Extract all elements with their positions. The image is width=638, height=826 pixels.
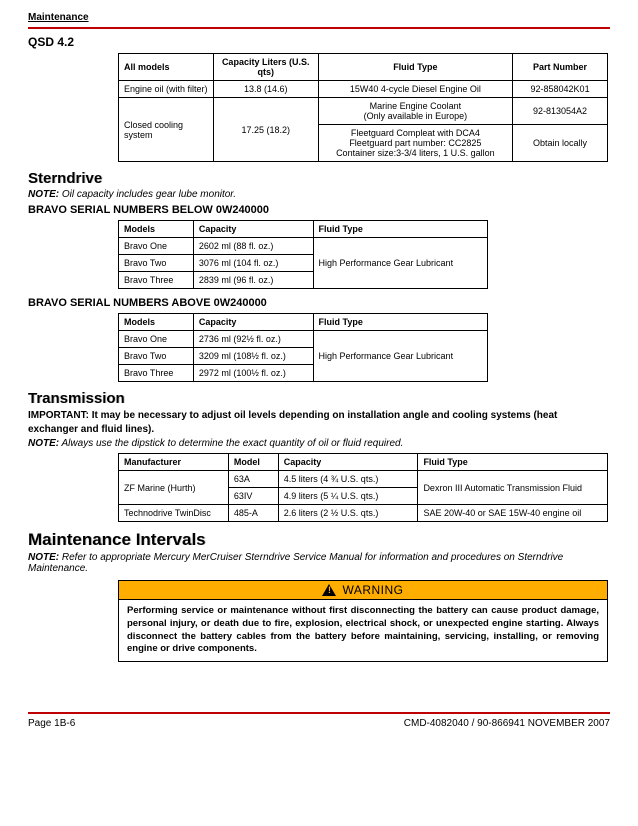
header-rule (28, 27, 610, 29)
table-row: Technodrive TwinDisc 485-A 2.6 liters (2… (119, 505, 608, 522)
cell: 92-813054A2 (513, 98, 608, 125)
transmission-important: IMPORTANT: It may be necessary to adjust… (28, 409, 610, 436)
cell: Dexron III Automatic Transmission Fluid (418, 471, 608, 505)
table-header-row: Models Capacity Fluid Type (119, 221, 488, 238)
cell: SAE 20W-40 or SAE 15W-40 engine oil (418, 505, 608, 522)
table-header-row: Manufacturer Model Capacity Fluid Type (119, 454, 608, 471)
table-header-row: All models Capacity Liters (U.S. qts) Fl… (119, 54, 608, 81)
table-row: Engine oil (with filter) 13.8 (14.6) 15W… (119, 81, 608, 98)
cell: Technodrive TwinDisc (119, 505, 229, 522)
bravo-below-heading: BRAVO SERIAL NUMBERS BELOW 0W240000 (28, 204, 610, 216)
warning-body: Performing service or maintenance withou… (119, 600, 607, 661)
transmission-note: NOTE: Always use the dipstick to determi… (28, 438, 610, 449)
note-label: NOTE: (28, 189, 59, 200)
cell: Engine oil (with filter) (119, 81, 214, 98)
table-row: Bravo One 2736 ml (92½ fl. oz.) High Per… (119, 331, 488, 348)
note-body: Oil capacity includes gear lube monitor. (59, 189, 236, 200)
cell: Bravo One (119, 238, 194, 255)
cell: 2.6 liters (2 ½ U.S. qts.) (278, 505, 418, 522)
transmission-heading: Transmission (28, 390, 610, 407)
cell: Bravo Three (119, 272, 194, 289)
cell: Bravo One (119, 331, 194, 348)
cell: Marine Engine Coolant (Only available in… (318, 98, 513, 125)
col-header: Capacity Liters (U.S. qts) (213, 54, 318, 81)
cell: 3076 ml (104 fl. oz.) (193, 255, 313, 272)
cell: 17.25 (18.2) (213, 98, 318, 162)
warning-triangle-icon (322, 584, 336, 596)
col-header: Fluid Type (418, 454, 608, 471)
cell: Bravo Three (119, 365, 194, 382)
col-header: Fluid Type (313, 221, 488, 238)
col-header: Models (119, 221, 194, 238)
col-header: Manufacturer (119, 454, 229, 471)
running-header: Maintenance (28, 12, 610, 23)
cell: High Performance Gear Lubricant (313, 238, 488, 289)
cell: Bravo Two (119, 255, 194, 272)
cell: Obtain locally (513, 125, 608, 162)
cell: 2602 ml (88 fl. oz.) (193, 238, 313, 255)
note-label: NOTE: (28, 438, 59, 449)
col-header: Capacity (193, 314, 313, 331)
cell: 13.8 (14.6) (213, 81, 318, 98)
col-header: All models (119, 54, 214, 81)
maintenance-intervals-heading: Maintenance Intervals (28, 530, 610, 550)
cell: 4.5 liters (4 ¾ U.S. qts.) (278, 471, 418, 488)
qsd-heading: QSD 4.2 (28, 35, 610, 49)
table-row: Bravo One 2602 ml (88 fl. oz.) High Perf… (119, 238, 488, 255)
cell: 485-A (228, 505, 278, 522)
transmission-table: Manufacturer Model Capacity Fluid Type Z… (118, 453, 608, 522)
col-header: Fluid Type (318, 54, 513, 81)
cell: 63IV (228, 488, 278, 505)
cell: 3209 ml (108½ fl. oz.) (193, 348, 313, 365)
maintenance-intervals-note: NOTE: Refer to appropriate Mercury MerCr… (28, 552, 610, 574)
note-body: Refer to appropriate Mercury MerCruiser … (28, 552, 563, 574)
footer-page-number: Page 1B-6 (28, 718, 75, 729)
document-page: Maintenance QSD 4.2 All models Capacity … (0, 0, 638, 747)
bravo-above-table: Models Capacity Fluid Type Bravo One 273… (118, 313, 488, 382)
col-header: Models (119, 314, 194, 331)
qsd-fluid-table: All models Capacity Liters (U.S. qts) Fl… (118, 53, 608, 162)
cell: Fleetguard Compleat with DCA4 Fleetguard… (318, 125, 513, 162)
note-body: Always use the dipstick to determine the… (59, 438, 403, 449)
col-header: Part Number (513, 54, 608, 81)
cell: 2839 ml (96 fl. oz.) (193, 272, 313, 289)
warning-box: WARNING Performing service or maintenanc… (118, 580, 608, 662)
col-header: Model (228, 454, 278, 471)
cell: 2972 ml (100½ fl. oz.) (193, 365, 313, 382)
sterndrive-note: NOTE: Oil capacity includes gear lube mo… (28, 189, 610, 200)
note-label: NOTE: (28, 552, 59, 563)
warning-label: WARNING (342, 583, 403, 597)
cell: 92-858042K01 (513, 81, 608, 98)
cell: High Performance Gear Lubricant (313, 331, 488, 382)
bravo-above-heading: BRAVO SERIAL NUMBERS ABOVE 0W240000 (28, 297, 610, 309)
table-header-row: Models Capacity Fluid Type (119, 314, 488, 331)
page-footer: Page 1B-6 CMD-4082040 / 90-866941 NOVEMB… (28, 718, 610, 729)
table-row: Closed cooling system 17.25 (18.2) Marin… (119, 98, 608, 125)
footer-doc-id: CMD-4082040 / 90-866941 NOVEMBER 2007 (404, 718, 610, 729)
col-header: Capacity (278, 454, 418, 471)
cell: 4.9 liters (5 ¼ U.S. qts.) (278, 488, 418, 505)
cell: 15W40 4-cycle Diesel Engine Oil (318, 81, 513, 98)
cell: 2736 ml (92½ fl. oz.) (193, 331, 313, 348)
table-row: ZF Marine (Hurth) 63A 4.5 liters (4 ¾ U.… (119, 471, 608, 488)
cell: Bravo Two (119, 348, 194, 365)
footer-rule (28, 712, 610, 714)
col-header: Capacity (193, 221, 313, 238)
bravo-below-table: Models Capacity Fluid Type Bravo One 260… (118, 220, 488, 289)
sterndrive-heading: Sterndrive (28, 170, 610, 187)
warning-title-bar: WARNING (119, 581, 607, 600)
col-header: Fluid Type (313, 314, 488, 331)
cell: Closed cooling system (119, 98, 214, 162)
cell: ZF Marine (Hurth) (119, 471, 229, 505)
cell: 63A (228, 471, 278, 488)
